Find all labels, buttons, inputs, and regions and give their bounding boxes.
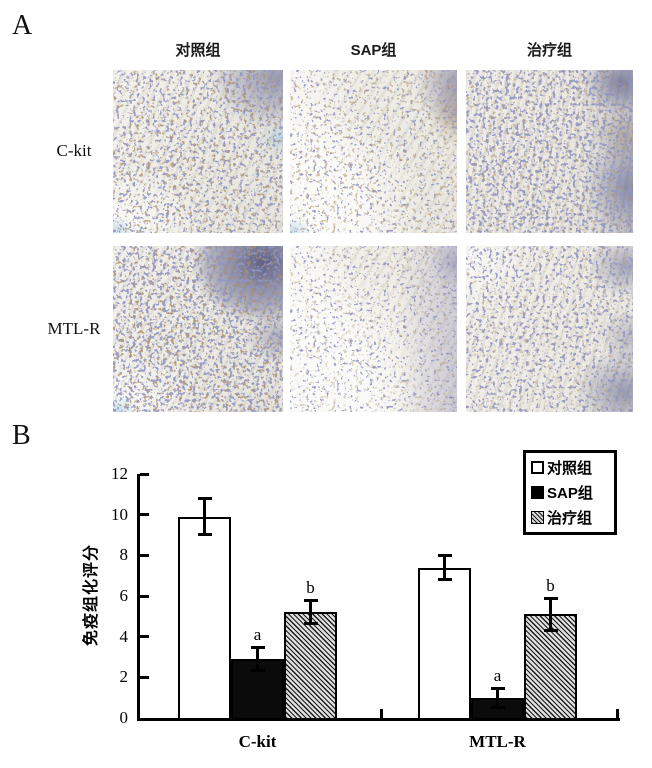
- error-bar: [309, 602, 312, 623]
- bar-series0-c-kit: [178, 516, 231, 718]
- error-bar-bottom-cap: [543, 628, 558, 632]
- error-bar-top-cap: [303, 599, 318, 603]
- error-bar: [256, 648, 259, 670]
- error-bar-top-cap: [490, 686, 505, 690]
- column-header-control-group: 对照组: [175, 42, 221, 59]
- error-bar-top-cap: [437, 554, 452, 558]
- error-bar-bottom-cap: [303, 622, 318, 626]
- column-header-sap-group: SAP组: [350, 42, 397, 59]
- category-label-c-kit: C-kit: [238, 732, 277, 751]
- x-axis-tick: [380, 709, 383, 718]
- micrograph-mtl-r-sap: [290, 246, 457, 412]
- category-label-mtl-r: MTL-R: [469, 732, 526, 751]
- bar-chart-plot-area: 0 2 4 6 8 10 12 C-kit MTL-R a a b b: [111, 464, 620, 751]
- legend-item-1: SAP组: [531, 480, 609, 505]
- error-bar-top-cap: [197, 497, 212, 501]
- legend-label: 治疗组: [547, 510, 593, 527]
- legend-label: 对照组: [547, 460, 593, 477]
- micrograph-c-kit-treatment: [466, 70, 633, 233]
- legend-swatch-hatch: [531, 511, 544, 524]
- significance-letter: a: [493, 665, 502, 685]
- bar-series2-c-kit: [284, 612, 337, 718]
- y-axis-tick-label: 4: [119, 626, 129, 646]
- y-axis-tick: [140, 675, 149, 679]
- y-axis-tick: [140, 594, 149, 598]
- tissue-noise-texture: [290, 246, 457, 412]
- tissue-noise-texture: [466, 70, 633, 233]
- error-bar: [203, 500, 206, 533]
- legend-item-2: 治疗组: [531, 505, 609, 530]
- bar-series0-mtl-r: [418, 567, 471, 718]
- tissue-noise-texture: [113, 246, 283, 412]
- significance-letter: b: [306, 578, 315, 598]
- y-axis-tick-label: 0: [119, 708, 129, 727]
- y-axis-tick: [140, 553, 149, 557]
- y-axis-tick: [140, 635, 149, 639]
- legend-swatch-black: [531, 486, 544, 499]
- error-bar-bottom-cap: [490, 705, 505, 709]
- column-header-treatment-group: 治疗组: [526, 42, 572, 59]
- chart-legend: 对照组 SAP组治疗组: [523, 450, 617, 535]
- error-bar-top-cap: [250, 645, 265, 649]
- significance-letter: a: [253, 624, 262, 644]
- y-axis-tick-label: 6: [119, 586, 129, 605]
- legend-swatch-white: [531, 461, 544, 474]
- panel-a-label: A: [12, 10, 33, 41]
- legend-item-0: 对照组: [531, 455, 609, 480]
- error-bar-top-cap: [543, 597, 558, 601]
- tissue-noise-texture: [113, 70, 283, 233]
- micrograph-c-kit-control: [113, 70, 283, 233]
- y-axis-tick-label: 8: [119, 545, 129, 565]
- tissue-noise-texture: [466, 246, 633, 412]
- y-axis-tick: [140, 472, 149, 476]
- y-axis-tick-label: 12: [111, 464, 128, 483]
- micrograph-c-kit-sap: [290, 70, 457, 233]
- micrograph-mtl-r-control: [113, 246, 283, 412]
- error-bar: [443, 557, 446, 578]
- error-bar-bottom-cap: [197, 532, 212, 536]
- error-bar-bottom-cap: [437, 577, 452, 581]
- error-bar: [549, 600, 552, 629]
- error-bar: [496, 689, 499, 706]
- significance-letter: b: [546, 576, 555, 596]
- micrograph-mtl-r-treatment: [466, 246, 633, 412]
- y-axis-tick-label: 2: [119, 667, 129, 687]
- y-axis-tick-label: 10: [111, 504, 128, 524]
- y-axis-tick: [140, 513, 149, 517]
- tissue-noise-texture: [290, 70, 457, 233]
- panel-b-label: B: [12, 420, 31, 451]
- row-label-c-kit: C-kit: [56, 141, 92, 160]
- error-bar-bottom-cap: [250, 669, 265, 673]
- x-axis-tick: [616, 709, 619, 718]
- row-label-mtl-r: MTL-R: [47, 319, 101, 338]
- legend-label: SAP组: [547, 485, 593, 502]
